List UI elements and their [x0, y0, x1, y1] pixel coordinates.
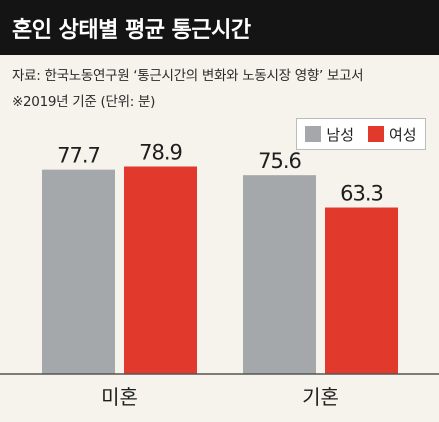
- data-label-female-single: 78.9: [139, 140, 182, 164]
- legend-label-male: 남성: [326, 125, 354, 144]
- bar-female-single: [124, 166, 197, 374]
- legend: 남성 여성: [296, 118, 426, 150]
- legend-label-female: 여성: [389, 125, 417, 144]
- category-label-single: 미혼: [101, 385, 138, 409]
- legend-item-male: 남성: [305, 124, 354, 145]
- category-label-married: 기혼: [302, 385, 339, 409]
- unit-note: ※2019년 기준 (단위: 분): [12, 94, 156, 110]
- source-note: 자료: 한국노동연구원 ‘통근시간의 변화와 노동시장 영향’ 보고서: [12, 68, 364, 84]
- chart-title: 혼인 상태별 평균 통근시간: [0, 0, 439, 55]
- bar-male-single: [42, 169, 115, 374]
- data-label-male-married: 75.6: [258, 149, 301, 173]
- bar-female-married: [325, 207, 398, 374]
- legend-swatch-female: [368, 126, 384, 142]
- data-label-male-single: 77.7: [57, 144, 100, 168]
- legend-item-female: 여성: [368, 124, 417, 145]
- data-label-female-married: 63.3: [340, 182, 383, 206]
- bar-male-married: [243, 175, 316, 374]
- legend-swatch-male: [305, 126, 322, 142]
